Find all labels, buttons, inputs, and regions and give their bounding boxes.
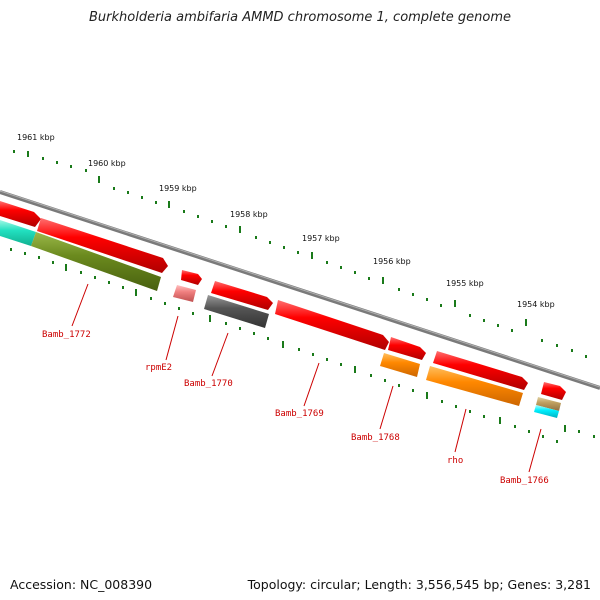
upper-ruler-dots	[13, 150, 587, 358]
upper-ruler: 1961 kbp 1960 kbp 1959 kbp 1958 kbp 1957…	[13, 133, 587, 358]
accession-text: Accession: NC_008390	[10, 577, 153, 592]
band-cyan	[0, 220, 36, 246]
upper-ruler-labels: 1961 kbp 1960 kbp 1959 kbp 1958 kbp 1957…	[17, 133, 555, 309]
gene-arrow-1769	[275, 300, 389, 350]
band-cyan-bright	[534, 405, 559, 418]
band-pink	[173, 285, 196, 302]
genome-title: Burkholderia ambifaria AMMD chromosome 1…	[88, 10, 512, 25]
gene-label-bamb-1769[interactable]: Bamb_1769	[275, 409, 324, 419]
genome-backbone-highlight	[0, 190, 600, 388]
gene-arrow-1766	[541, 382, 566, 400]
gene-arrow-1770	[211, 281, 273, 310]
gene-label-rho[interactable]: rho	[447, 456, 463, 466]
ruler-label: 1959 kbp	[159, 184, 197, 193]
lower-ruler-major-ticks	[65, 264, 566, 432]
ruler-label: 1954 kbp	[517, 300, 555, 309]
genome-summary-text: Topology: circular; Length: 3,556,545 bp…	[247, 577, 591, 592]
gene-label-bamb-1772[interactable]: Bamb_1772	[42, 330, 91, 340]
ruler-label: 1957 kbp	[302, 234, 340, 243]
ruler-label: 1955 kbp	[446, 279, 484, 288]
ruler-label: 1961 kbp	[17, 133, 55, 142]
ruler-label: 1958 kbp	[230, 210, 268, 219]
label-leaders	[71, 283, 542, 473]
band-olive	[31, 232, 161, 291]
gene-arrow-1768	[388, 337, 426, 360]
feature-track-lower	[0, 220, 561, 418]
ruler-label: 1956 kbp	[373, 257, 411, 266]
genome-backbone	[0, 190, 600, 390]
cds-track-upper	[0, 201, 566, 400]
gene-arrow-1773	[0, 201, 41, 227]
gene-label-bamb-1768[interactable]: Bamb_1768	[351, 433, 400, 443]
gene-arrow-rho	[433, 351, 528, 390]
band-gray	[204, 295, 269, 328]
band-tan	[536, 397, 561, 411]
lower-ruler-dots	[10, 248, 595, 443]
gene-arrow-1772	[37, 218, 168, 273]
gene-label-rpme2[interactable]: rpmE2	[145, 363, 172, 373]
gene-label-bamb-1766[interactable]: Bamb_1766	[500, 476, 549, 486]
lower-ruler	[10, 248, 595, 443]
gene-label-bamb-1770[interactable]: Bamb_1770	[184, 379, 233, 389]
ruler-label: 1960 kbp	[88, 159, 126, 168]
upper-ruler-major-ticks	[27, 151, 527, 326]
gene-labels: Bamb_1772 rpmE2 Bamb_1770 Bamb_1769 Bamb…	[42, 330, 549, 486]
gene-arrow-rpmE2	[181, 270, 202, 285]
band-orange-1768	[380, 353, 420, 377]
band-orange-rho	[426, 366, 523, 406]
